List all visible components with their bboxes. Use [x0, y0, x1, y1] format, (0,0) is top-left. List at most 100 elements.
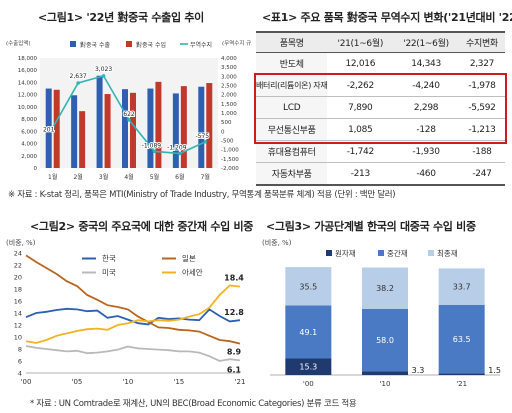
legend-swatch — [126, 41, 132, 47]
row-v21: -213 — [327, 162, 394, 186]
y2-tick-label: 3,000 — [221, 74, 237, 80]
segment-value-label: 49.1 — [299, 328, 317, 337]
import-bar — [206, 83, 213, 168]
stacked-bar-segment — [438, 268, 485, 305]
y-tick-label: 4,000 — [21, 142, 37, 148]
row-item: 배터리(리튬이온) 자재 — [256, 74, 328, 97]
x-tick-label: 5월 — [150, 173, 159, 181]
end-value-label: 6.1 — [227, 365, 242, 374]
balance-data-label: -1,089 — [142, 142, 162, 149]
col-header-change: 수지변화 — [458, 31, 505, 53]
right-axis-unit: (무역수지 규모) — [222, 39, 252, 47]
segment-value-label: 63.5 — [453, 335, 471, 344]
row-v22: 2,298 — [393, 96, 459, 119]
row-v21: 12,016 — [327, 52, 394, 75]
export-bar — [147, 88, 154, 168]
y2-tick-label: -1,000 — [221, 148, 239, 154]
stacked-bar-segment — [438, 304, 485, 374]
y-axis-unit: (비중, %) — [262, 238, 292, 247]
segment-value-label: 15.3 — [299, 363, 317, 372]
import-bar — [53, 89, 60, 168]
y-tick-label: 10 — [14, 334, 22, 342]
x-tick-label: '10 — [122, 378, 133, 386]
export-bar — [45, 88, 52, 168]
row-change: -1,978 — [458, 74, 505, 97]
y-tick-label: 8,000 — [21, 117, 37, 123]
y-tick-label: 10,000 — [18, 105, 38, 111]
y-tick-label: 12 — [14, 322, 22, 330]
fig2-title: <그림2> 중국의 주요국에 대한 중간재 수입 비중 — [30, 220, 254, 233]
balance-data-label: 2,637 — [70, 73, 87, 80]
table-header-row: 품목명 '21(1~6월) '22(1~6월) 수지변화 — [256, 31, 505, 53]
y-tick-label: 6 — [18, 358, 22, 366]
legend-label: 미국 — [102, 268, 116, 277]
table-row: 배터리(리튬이온) 자재 -2,262 -4,240 -1,978 — [256, 74, 505, 97]
stacked-bar-segment — [285, 358, 332, 375]
stacked-bar-segment — [285, 305, 332, 359]
legend-swatch — [70, 41, 76, 47]
x-tick-label: 6월 — [175, 173, 184, 181]
stacked-bar-segment — [362, 371, 408, 375]
y-tick-label: 8 — [18, 346, 22, 354]
row-v21: -2,262 — [327, 74, 394, 97]
x-tick-label: '21 — [235, 378, 246, 386]
row-v22: 14,343 — [393, 52, 459, 75]
trade-balance-table: 품목명 '21(1~6월) '22(1~6월) 수지변화 반도체 12,016 … — [256, 31, 505, 186]
fig3-title: <그림3> 가공단계별 한국의 대중국 수입 비중 — [266, 220, 476, 233]
segment-value-label: 1.5 — [488, 366, 501, 375]
y-tick-label: 0 — [34, 166, 38, 172]
y2-tick-label: -1,500 — [221, 157, 239, 163]
table1-title: <표1> 주요 품목 對중국 무역수지 변화('21년대비 '22년) — [262, 11, 512, 24]
stacked-bar-segment — [362, 267, 408, 309]
y-tick-label: 14,000 — [18, 80, 38, 86]
series-line-미국 — [25, 345, 241, 362]
segment-value-label: 3.3 — [412, 366, 425, 375]
legend-label: 중간재 — [387, 248, 408, 258]
export-bar — [96, 75, 103, 168]
export-bar — [122, 89, 128, 168]
col-header-22: '22(1~6월) — [393, 31, 459, 53]
stacked-bar-segment — [438, 373, 485, 375]
balance-data-label: 622 — [123, 111, 135, 118]
y2-tick-label: 500 — [221, 120, 232, 126]
segment-value-label: 33.7 — [453, 283, 471, 292]
y2-tick-label: 0 — [221, 129, 225, 135]
legend-label: 對중국 수출 — [80, 41, 110, 49]
row-change: 2,327 — [458, 52, 505, 75]
balance-point — [127, 118, 131, 122]
import-bar — [155, 81, 162, 168]
x-tick-label: 7월 — [201, 173, 210, 181]
import-bar — [180, 86, 187, 168]
row-v22: -128 — [393, 118, 459, 141]
legend-swatch — [428, 250, 434, 256]
legend-swatch — [326, 250, 332, 256]
balance-point — [101, 74, 106, 78]
x-tick-label: 3월 — [99, 173, 108, 181]
x-tick-label: '15 — [173, 378, 184, 386]
legend-label: 아세안 — [182, 267, 203, 277]
import-bar — [79, 111, 86, 168]
legend-label: 최종재 — [437, 248, 458, 258]
y-tick-label: 18 — [14, 286, 22, 294]
row-change: -188 — [458, 140, 505, 163]
row-v22: -460 — [393, 162, 459, 186]
balance-data-label: 3,023 — [95, 66, 112, 73]
y-tick-label: 18,000 — [18, 56, 38, 62]
export-bar — [198, 86, 205, 168]
balance-point — [76, 81, 80, 85]
table-row: 무선통신부품 1,085 -128 -1,213 — [256, 118, 505, 141]
y-tick-label: 2,000 — [21, 154, 37, 160]
end-value-label: 18.4 — [224, 274, 244, 283]
row-v22: -4,240 — [393, 74, 459, 97]
fig3-chart: (비중, %) 원자재 중간재 최종재 '00 15.3 49.1 35.5 '10 3.3 58.… — [262, 238, 501, 388]
balance-point — [50, 125, 55, 130]
x-tick-label: '00 — [303, 380, 314, 388]
series-line-일본 — [25, 254, 241, 345]
row-item: 휴대용컴퓨터 — [256, 140, 328, 163]
legend-label: 對중국 수입 — [136, 41, 166, 49]
table-row: 자동차부품 -213 -460 -247 — [256, 162, 505, 186]
y-tick-label: 16,000 — [18, 68, 38, 74]
row-change: -247 — [458, 162, 505, 186]
x-tick-label: '00 — [21, 378, 32, 386]
y-tick-label: 16 — [14, 298, 22, 306]
